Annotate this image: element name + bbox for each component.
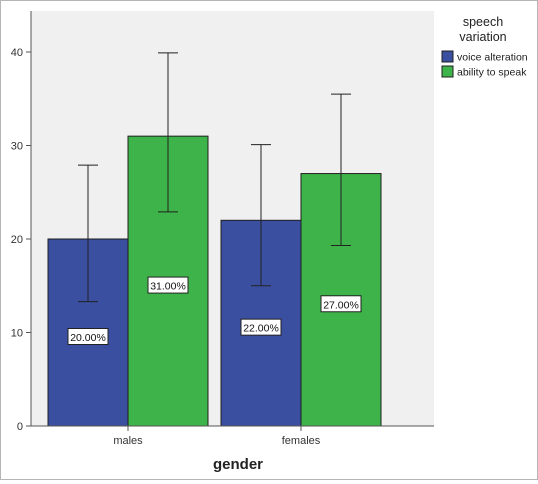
legend-label-0: voice alteration bbox=[457, 52, 528, 64]
legend-swatch-0 bbox=[441, 50, 454, 63]
data-label-box bbox=[320, 295, 362, 313]
legend-title-line: variation bbox=[459, 30, 506, 44]
x-tick-label-females: females bbox=[282, 435, 321, 447]
legend-swatch-1 bbox=[441, 65, 454, 78]
legend-label-1: ability to speak bbox=[457, 67, 527, 79]
data-label: 31.00% bbox=[150, 281, 186, 293]
y-tick-label: 0 bbox=[17, 421, 23, 433]
legend-title-line: speech bbox=[463, 15, 503, 29]
data-label-box bbox=[240, 318, 282, 336]
data-label: 27.00% bbox=[323, 299, 359, 311]
y-tick-label: 20 bbox=[11, 234, 23, 246]
data-label: 20.00% bbox=[70, 332, 106, 344]
y-tick-label: 30 bbox=[11, 141, 23, 153]
x-tick-label-males: males bbox=[113, 435, 143, 447]
data-label-box bbox=[67, 328, 109, 345]
y-tick-label: 10 bbox=[11, 328, 23, 340]
x-axis-title: gender bbox=[213, 456, 263, 473]
y-tick-label: 40 bbox=[11, 47, 23, 59]
data-label: 22.00% bbox=[243, 323, 279, 335]
data-label-box bbox=[147, 276, 189, 294]
